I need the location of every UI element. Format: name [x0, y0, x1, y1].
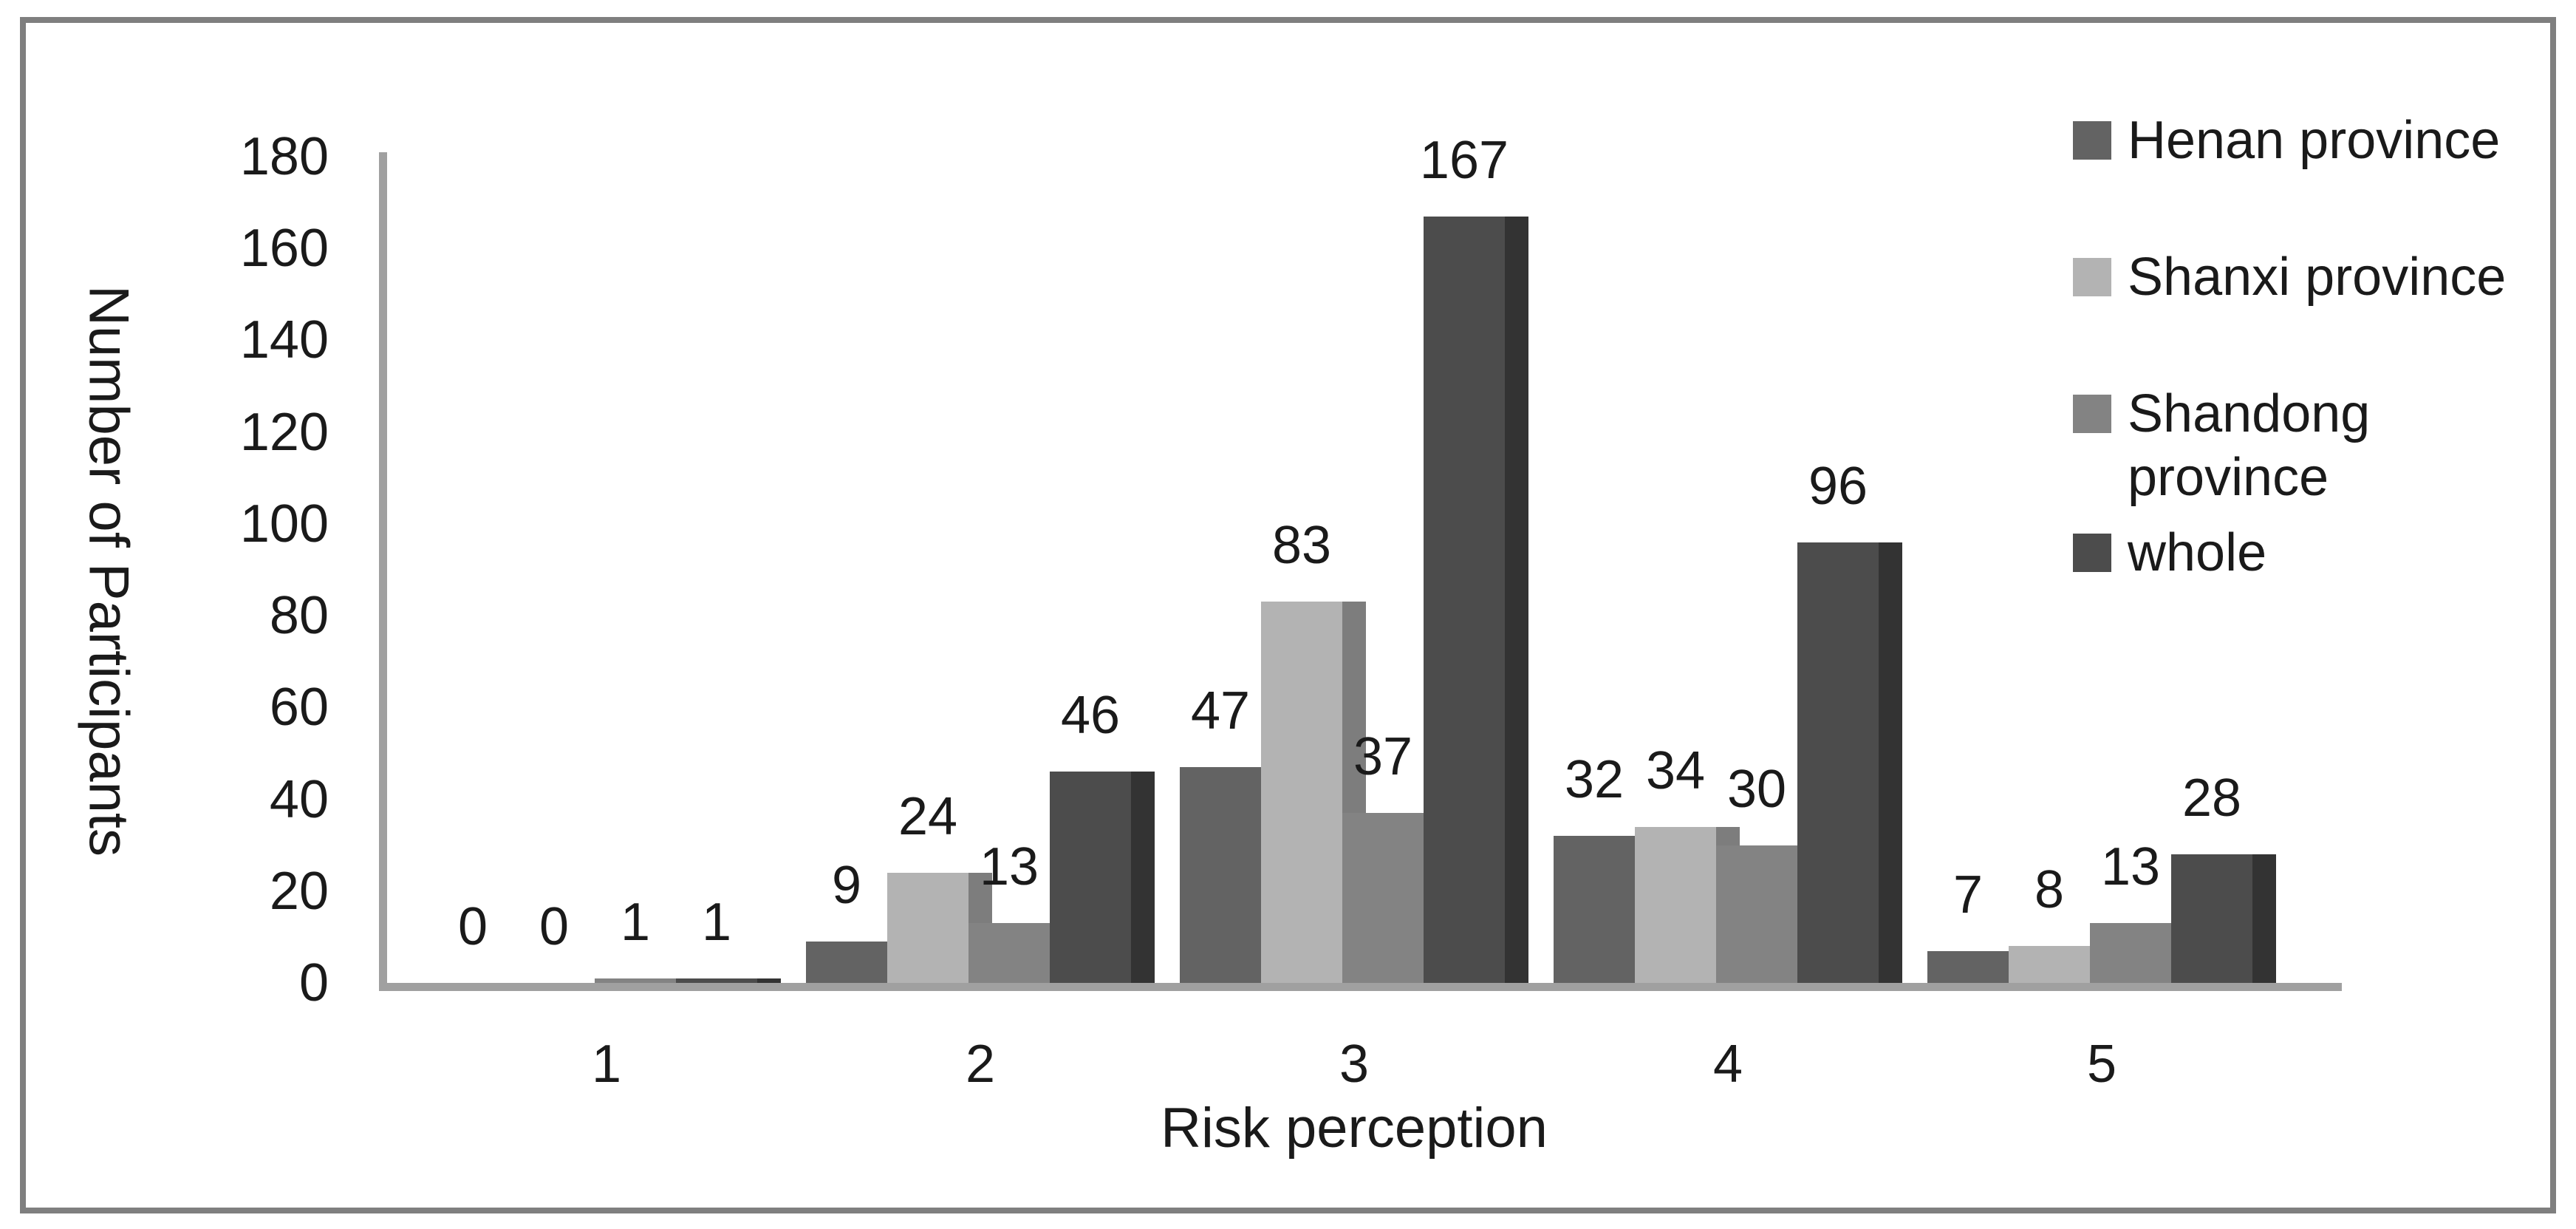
bar-value-label: 0 — [539, 897, 570, 956]
bar-value-label: 34 — [1645, 741, 1706, 800]
bar-value-label: 0 — [457, 897, 488, 956]
legend-item: Henan province — [2073, 109, 2571, 172]
bar — [1716, 845, 1797, 983]
bar-value-label: 32 — [1564, 750, 1624, 809]
bar-side-face — [1505, 217, 1528, 983]
bar-side-face — [2252, 854, 2276, 983]
bar — [2090, 923, 2171, 983]
bar-value-label: 1 — [620, 893, 651, 952]
bar — [1635, 827, 1716, 983]
x-axis-line — [379, 983, 2342, 991]
legend-label: Henan province — [2128, 111, 2501, 170]
bar-value-label: 28 — [2182, 769, 2242, 828]
legend-swatch — [2073, 534, 2111, 572]
y-tick-label: 120 — [239, 402, 329, 462]
bar-value-label: 24 — [898, 787, 958, 846]
bar — [806, 942, 887, 983]
bar — [1927, 951, 2009, 983]
legend-item: Shandong province — [2073, 382, 2394, 509]
legend-label: whole — [2128, 523, 2267, 582]
bar-value-label: 7 — [1953, 865, 1984, 925]
bar — [968, 923, 1050, 983]
y-tick-label: 100 — [239, 494, 329, 554]
legend-label: Shanxi province — [2128, 248, 2507, 307]
bar-side-face — [757, 978, 781, 983]
legend-label: Shandong province — [2128, 384, 2371, 507]
legend-item: whole — [2073, 521, 2571, 585]
bar — [1797, 542, 1879, 983]
y-tick-label: 40 — [269, 769, 329, 829]
bar-side-face — [1879, 542, 1902, 983]
bar — [887, 873, 968, 983]
bar — [1342, 813, 1424, 983]
y-tick-label: 80 — [269, 586, 329, 646]
bar — [1261, 602, 1342, 983]
y-tick-label: 160 — [239, 219, 329, 279]
bar-value-label: 8 — [2034, 860, 2065, 919]
y-tick-label: 60 — [269, 678, 329, 738]
bar — [676, 978, 757, 983]
bar-side-face — [1131, 772, 1155, 983]
bar — [2009, 946, 2090, 983]
bar-value-label: 46 — [1060, 686, 1121, 745]
bar-value-label: 47 — [1190, 681, 1251, 741]
y-axis-title: Number of Participants — [77, 285, 140, 857]
bar — [1424, 217, 1505, 983]
legend-swatch — [2073, 258, 2111, 296]
bar-value-label: 9 — [831, 856, 862, 915]
y-axis-line — [379, 152, 387, 991]
x-axis-title: Risk perception — [1161, 1097, 1548, 1160]
x-tick-label: 2 — [965, 1035, 996, 1094]
bar-value-label: 30 — [1726, 760, 1787, 819]
legend-swatch — [2073, 395, 2111, 433]
y-tick-label: 20 — [269, 861, 329, 921]
bar-value-label: 167 — [1419, 131, 1509, 190]
x-tick-label: 4 — [1712, 1035, 1743, 1094]
bar-value-label: 37 — [1353, 727, 1413, 786]
bar — [1180, 767, 1261, 983]
legend-swatch — [2073, 121, 2111, 160]
bar — [1050, 772, 1131, 983]
bar-value-label: 13 — [979, 837, 1039, 896]
x-tick-label: 3 — [1339, 1035, 1370, 1094]
x-tick-label: 5 — [2086, 1035, 2117, 1094]
x-tick-label: 1 — [591, 1035, 622, 1094]
bar-value-label: 1 — [701, 893, 732, 952]
bar — [1554, 836, 1635, 983]
bar — [2171, 854, 2252, 983]
bar-value-label: 96 — [1808, 457, 1868, 516]
bar-value-label: 83 — [1271, 516, 1332, 575]
y-tick-label: 180 — [239, 127, 329, 186]
bar — [595, 978, 676, 983]
y-tick-label: 140 — [239, 310, 329, 370]
legend-item: Shanxi province — [2073, 245, 2571, 309]
y-tick-label: 0 — [298, 953, 329, 1012]
bar-value-label: 13 — [2100, 837, 2161, 896]
